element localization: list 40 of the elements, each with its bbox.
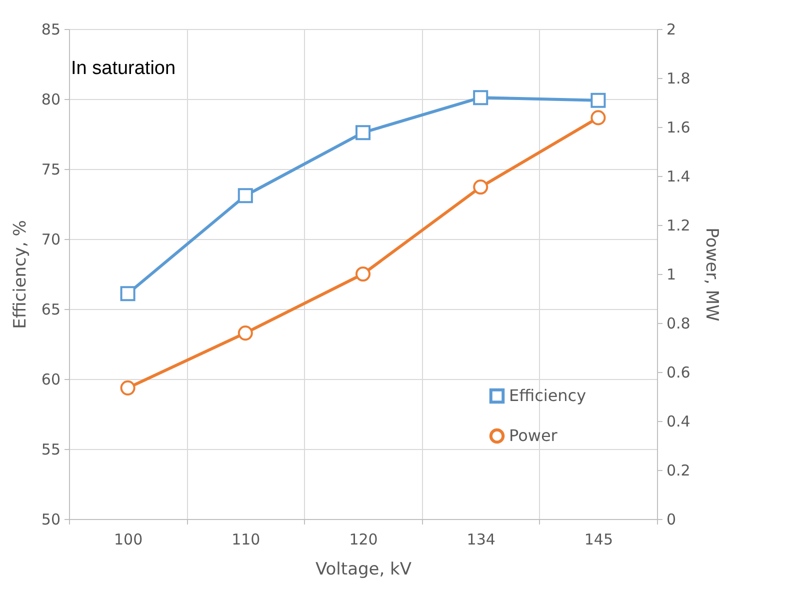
- y-tick-label: 60: [41, 370, 60, 388]
- y2-tick-label: 1.8: [666, 70, 690, 88]
- y-tick-label: 50: [41, 510, 60, 528]
- y-tick-label: 70: [41, 230, 60, 248]
- y-tick-label: 75: [41, 160, 60, 178]
- point: [473, 90, 488, 106]
- y-tick-label: 65: [41, 300, 60, 318]
- point: [355, 125, 371, 140]
- y-tick-label: 55: [41, 440, 60, 458]
- legend-label: Efficiency: [509, 386, 586, 405]
- x-tick-label: 145: [584, 530, 614, 548]
- y2-tick-label: 1.2: [666, 216, 690, 234]
- y-tick-label: 85: [41, 20, 60, 38]
- y-tick-label: 80: [41, 90, 60, 108]
- y2-tick-label: 1.6: [666, 118, 690, 136]
- x-tick-label: 110: [232, 530, 260, 548]
- y2-tick-label: 0.8: [666, 314, 690, 332]
- point: [590, 110, 606, 126]
- x-tick-label: 100: [114, 530, 143, 548]
- y2-tick-label: 0: [666, 510, 676, 528]
- point: [355, 266, 371, 282]
- y2-tick-label: 1.4: [666, 168, 690, 186]
- annotation: In saturation: [71, 58, 176, 79]
- y2-tick-label: 2: [666, 20, 676, 38]
- point: [590, 92, 606, 108]
- x-tick-label: 134: [466, 530, 496, 548]
- point: [238, 326, 253, 341]
- y2-tick-label: 0.6: [666, 364, 690, 382]
- point: [120, 286, 136, 302]
- y2-tick-label: 1: [666, 266, 676, 284]
- y-axis-title: Efficiency, %: [10, 220, 30, 329]
- y2-axis-title: Power, MW: [701, 228, 722, 322]
- y2-tick-label: 0.2: [666, 462, 690, 480]
- legend-label: Power: [509, 426, 558, 445]
- y2-tick-label: 0.4: [666, 412, 690, 430]
- point: [473, 180, 488, 195]
- point: [238, 188, 253, 204]
- point: [120, 380, 136, 396]
- x-tick-label: 120: [349, 530, 378, 548]
- x-axis-title: Voltage, kV: [315, 560, 412, 580]
